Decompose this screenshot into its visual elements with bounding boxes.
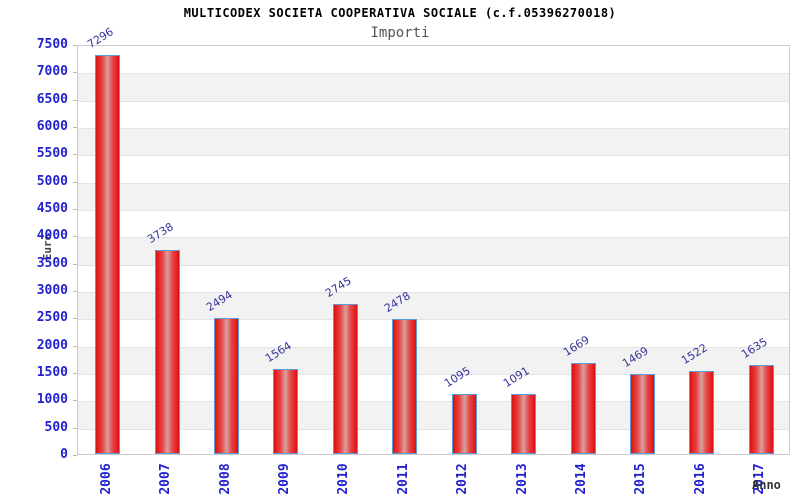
y-tick-mark (73, 263, 77, 265)
chart-title: MULTICODEX SOCIETA COOPERATIVA SOCIALE (… (183, 6, 617, 20)
y-tick-label: 2500 (36, 310, 68, 326)
x-tick-label-2012: 2012 (455, 463, 471, 495)
plot-band (78, 73, 789, 101)
plot-band (78, 292, 789, 320)
y-tick-label: 4500 (36, 201, 68, 216)
y-tick-mark (73, 400, 77, 402)
bar-2013 (511, 394, 537, 454)
plot-band (78, 374, 789, 401)
plot-band (78, 128, 789, 156)
gridline (78, 210, 789, 211)
y-tick-mark (73, 99, 77, 101)
gridline (78, 401, 789, 403)
gridline (78, 128, 789, 129)
bar-2017 (748, 364, 774, 454)
y-tick-label: 6500 (36, 91, 68, 107)
gridline (78, 346, 789, 348)
gridline (78, 264, 789, 266)
x-tick-label-2013: 2013 (514, 463, 530, 495)
y-tick-mark (73, 154, 77, 156)
y-tick-label: 2000 (36, 337, 68, 353)
plot-area (77, 45, 790, 455)
y-tick-label: 500 (44, 419, 68, 435)
y-tick-mark (73, 427, 77, 429)
plot-band (78, 155, 789, 182)
x-tick-label-2008: 2008 (217, 463, 233, 495)
x-tick-label-2016: 2016 (692, 463, 708, 495)
bar-2016 (689, 370, 715, 454)
y-tick-label: 1000 (36, 392, 68, 408)
y-tick-label: 5500 (36, 146, 68, 162)
x-tick-label-2010: 2010 (336, 463, 352, 495)
y-tick-mark (73, 45, 77, 46)
gridline (78, 182, 789, 184)
bar-2007 (154, 249, 180, 454)
y-tick-label: 3000 (36, 283, 68, 298)
bar-2010 (332, 303, 358, 454)
x-axis-title: Anno (752, 478, 781, 492)
plot-band (78, 46, 789, 73)
plot-band (78, 182, 789, 210)
bar-2011 (392, 318, 418, 454)
plot-band (78, 401, 789, 429)
gridline (78, 319, 789, 321)
plot-band (78, 210, 789, 237)
bar-2006 (95, 55, 121, 454)
y-tick-label: 0 (60, 447, 68, 462)
gridline (78, 292, 789, 293)
y-tick-mark (73, 236, 77, 238)
plot-band (78, 237, 789, 265)
x-tick-label-2015: 2015 (633, 463, 649, 495)
gridline (78, 155, 789, 157)
y-tick-mark (73, 291, 77, 292)
plot-band (78, 265, 789, 292)
x-tick-label-2007: 2007 (158, 463, 174, 495)
gridline (78, 237, 789, 239)
chart-subtitle: Importi (370, 25, 430, 41)
bar-2014 (570, 362, 596, 454)
bar-2009 (273, 368, 299, 454)
y-tick-mark (73, 209, 77, 210)
plot-band (78, 101, 789, 128)
y-tick-label: 5000 (36, 173, 68, 189)
y-tick-label: 7500 (36, 37, 68, 52)
gridline (78, 374, 789, 375)
plot-band (78, 346, 789, 374)
gridline (78, 428, 789, 430)
x-tick-label-2014: 2014 (574, 463, 590, 495)
x-tick-label-2006: 2006 (98, 463, 114, 495)
x-tick-label-2009: 2009 (276, 463, 292, 495)
gridline (78, 73, 789, 75)
y-tick-label: 3500 (36, 255, 68, 271)
y-tick-mark (73, 318, 77, 320)
y-tick-label: 6000 (36, 119, 68, 134)
y-tick-label: 7000 (36, 64, 68, 80)
y-tick-mark (73, 127, 77, 128)
bar-2008 (214, 317, 240, 454)
bar-2015 (629, 373, 655, 454)
y-tick-mark (73, 72, 77, 74)
bar-2012 (451, 394, 477, 454)
y-tick-label: 4000 (36, 228, 68, 244)
y-tick-mark (73, 373, 77, 374)
plot-band (78, 319, 789, 346)
gridline (78, 100, 789, 102)
y-tick-mark (73, 345, 77, 347)
plot-band (78, 429, 789, 456)
y-tick-label: 1500 (36, 365, 68, 380)
y-tick-mark (73, 181, 77, 183)
x-tick-label-2011: 2011 (395, 463, 411, 495)
y-tick-mark (73, 455, 77, 456)
